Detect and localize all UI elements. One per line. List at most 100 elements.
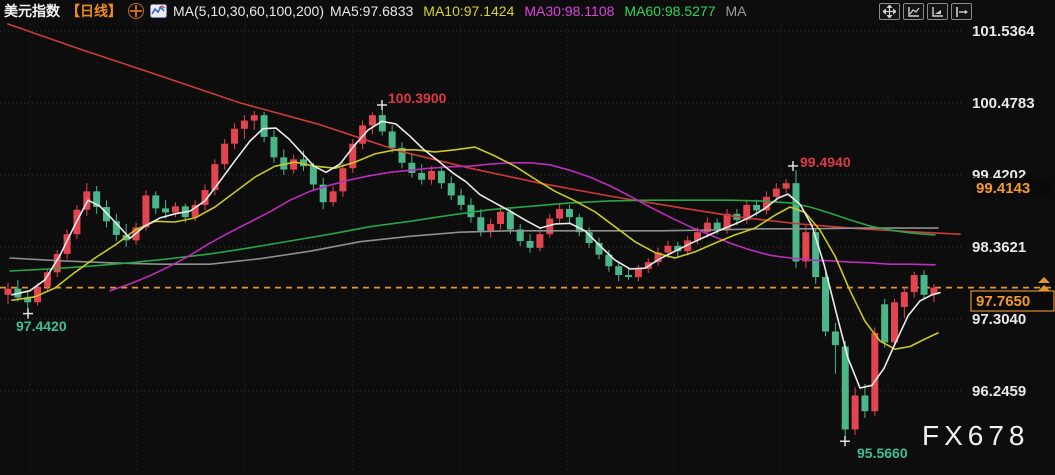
candle-body <box>585 232 593 244</box>
y-axis-label: 101.5364 <box>972 23 1035 40</box>
candle-body <box>171 206 179 213</box>
candle-body <box>822 277 830 332</box>
candle-body <box>723 213 731 230</box>
candle-body <box>703 222 711 233</box>
ma-value-4: MA <box>725 3 747 19</box>
candles <box>4 109 938 438</box>
candle-body <box>240 120 248 129</box>
price-up-arrow-icon <box>1038 277 1050 291</box>
line-MA10 <box>11 146 939 351</box>
candle-body <box>368 115 376 126</box>
candle-body <box>4 288 12 295</box>
candle-body <box>112 221 120 235</box>
candle-body <box>841 346 849 430</box>
candle-body <box>447 183 455 196</box>
chart-header: 美元指数 【日线】 MA(5,10,30,60,100,200) MA5:97.… <box>4 0 746 22</box>
price-annotation: 95.5660 <box>857 445 908 461</box>
pan-move-button[interactable] <box>879 3 900 20</box>
chart-toolbar <box>879 3 972 20</box>
candle-body <box>162 208 170 213</box>
symbol-title: 美元指数 <box>4 3 60 19</box>
candle-body <box>694 232 701 241</box>
line-MA30 <box>109 162 936 292</box>
candle-body <box>319 184 327 203</box>
period-selector[interactable]: 【日线】 <box>66 3 122 19</box>
candle-body <box>487 224 495 231</box>
candle-body <box>900 292 908 308</box>
candle-body <box>329 191 337 203</box>
candle-body <box>575 217 583 233</box>
exit-right-button[interactable] <box>951 3 972 20</box>
candle-body <box>211 164 219 190</box>
candle-body <box>309 166 317 185</box>
candle-body <box>63 234 71 254</box>
candle-body <box>772 188 780 197</box>
candle-body <box>881 304 889 343</box>
axis-chart-button[interactable] <box>903 3 924 20</box>
candle-body <box>910 275 918 293</box>
y-axis-label: 96.2459 <box>972 383 1026 400</box>
candle-body <box>349 143 357 169</box>
candle-body <box>53 253 61 273</box>
candle-body <box>300 159 307 167</box>
candle-body <box>270 136 278 158</box>
candle-body <box>497 211 504 225</box>
ma-values-legend: MA5:97.6833 MA10:97.1424 MA30:98.1108 MA60:… <box>330 3 746 19</box>
candle-body <box>625 275 633 278</box>
candle-body <box>83 191 91 210</box>
candle-body <box>221 143 229 165</box>
candle-body <box>664 245 672 253</box>
candle-body <box>871 332 879 412</box>
candle-body <box>743 204 751 220</box>
candle-body <box>378 115 386 132</box>
chart-thumbnail-icon[interactable] <box>150 4 167 18</box>
candle-body <box>250 115 258 121</box>
axis-price-box-label: 99.4143 <box>976 180 1030 197</box>
candle-body <box>674 245 682 252</box>
candle-body <box>536 234 544 248</box>
candle-body <box>812 232 820 278</box>
axis-play-button[interactable] <box>927 3 948 20</box>
candle-body <box>595 243 603 255</box>
candle-body <box>516 229 524 242</box>
ma-value-0: MA5:97.6833 <box>330 3 414 19</box>
candle-body <box>782 183 790 189</box>
line-trendline <box>7 23 961 235</box>
candle-body <box>891 302 898 343</box>
ma-params-label: MA(5,10,30,60,100,200) <box>173 3 324 19</box>
candle-body <box>861 395 869 412</box>
candle-body <box>753 204 761 211</box>
candle-body <box>920 275 928 295</box>
line-MA5 <box>11 120 941 389</box>
line-MA60 <box>9 199 936 272</box>
candle-body <box>43 272 51 287</box>
candle-body <box>792 183 800 262</box>
price-annotation: 100.3900 <box>388 90 447 106</box>
add-indicator-icon[interactable] <box>128 3 144 19</box>
candle-body <box>565 209 573 218</box>
candle-body <box>713 222 721 230</box>
candle-body <box>437 170 445 184</box>
y-axis-label: 98.3621 <box>972 239 1026 256</box>
candle-body <box>831 331 839 346</box>
candle-body <box>418 172 426 180</box>
price-annotation: 99.4940 <box>800 154 851 170</box>
candle-body <box>359 125 367 144</box>
candle-body <box>930 287 938 295</box>
ma-value-1: MA10:97.1424 <box>423 3 515 19</box>
candle-body <box>762 196 770 211</box>
candle-body <box>339 168 347 192</box>
candle-body <box>290 159 298 170</box>
candle-body <box>24 297 32 303</box>
candle-body <box>802 232 810 262</box>
ma-value-2: MA30:98.1108 <box>524 3 615 19</box>
candle-body <box>191 204 199 218</box>
candle-body <box>260 115 268 137</box>
candle-body <box>526 241 534 248</box>
candle-body <box>467 204 475 218</box>
candle-body <box>615 266 623 276</box>
axis-price-box <box>971 178 1054 198</box>
candle-body <box>398 147 406 163</box>
